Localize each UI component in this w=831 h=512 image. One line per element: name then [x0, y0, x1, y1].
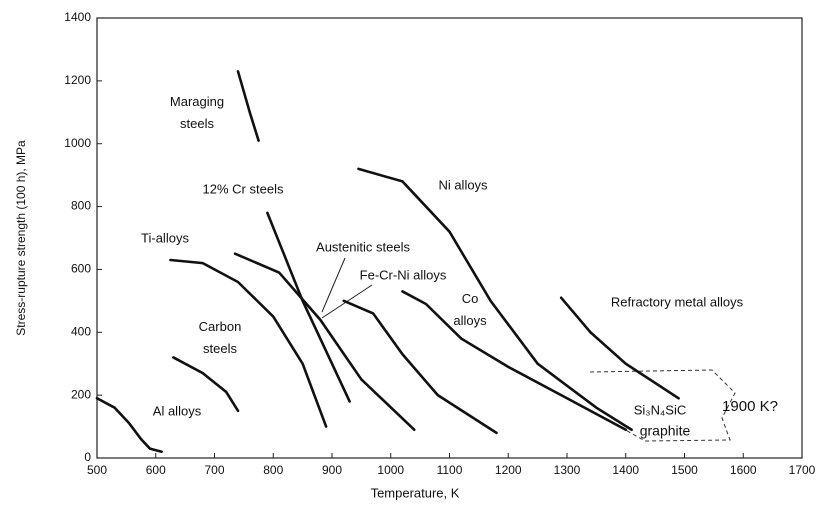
curve-label: Fe-Cr-Ni alloys [360, 267, 447, 282]
curve-label-line: steels [203, 341, 237, 356]
y-tick-label: 600 [71, 262, 91, 276]
curve-label: Maraging steels [170, 94, 224, 131]
curve [172, 356, 240, 413]
curve-label: Ni alloys [438, 177, 488, 192]
x-tick-label: 800 [263, 463, 283, 477]
curve [233, 252, 416, 432]
x-tick-label: 500 [87, 463, 107, 477]
y-tick-label: 1400 [64, 10, 91, 24]
plot-frame [96, 17, 803, 459]
curve [342, 299, 498, 435]
x-tick-label: 600 [146, 463, 166, 477]
x-tick-label: 900 [322, 463, 342, 477]
curve-label-line: alloys [453, 313, 487, 328]
x-tick-label: 1200 [495, 463, 522, 477]
curve-label: Al alloys [153, 403, 202, 418]
annotation: 1900 K? [722, 398, 778, 415]
curve [559, 296, 680, 400]
curve [95, 396, 163, 454]
x-tick-label: 700 [204, 463, 224, 477]
curve-label: Carbon steels [199, 319, 242, 356]
pointer-line [321, 257, 346, 313]
curve-label-line: steels [180, 116, 214, 131]
curve [266, 211, 351, 403]
x-tick-label: 1400 [612, 463, 639, 477]
y-axis-label: Stress-rupture strength (100 h), MPa [14, 140, 28, 336]
y-tick-label: 800 [71, 199, 91, 213]
x-tick-label: 1100 [437, 463, 463, 477]
x-tick-label: 1500 [671, 463, 698, 477]
x-tick-label: 1700 [789, 463, 816, 477]
curve-label-line: Carbon [199, 319, 242, 334]
curve [357, 167, 633, 432]
curve [236, 70, 260, 142]
x-tick-label: 1000 [377, 463, 404, 477]
annotation: graphite [640, 423, 691, 439]
x-tick-label: 1300 [554, 463, 581, 477]
curve-label: Ti-alloys [141, 230, 189, 245]
annotation: Si₃N₄SiC [634, 402, 687, 417]
y-tick-label: 400 [71, 324, 91, 338]
curve-label-line: Co [462, 291, 479, 306]
x-axis-label: Temperature, K [371, 485, 460, 500]
curve-label: Co alloys [453, 291, 487, 328]
y-tick-label: 1000 [64, 136, 91, 150]
curve-label-line: Maraging [170, 94, 224, 109]
curve-label: Austenitic steels [316, 239, 410, 254]
ceramics-region [589, 369, 736, 442]
x-tick-label: 1600 [730, 463, 757, 477]
curve [169, 258, 328, 428]
y-tick-label: 200 [71, 387, 91, 401]
curve-label: 12% Cr steels [203, 181, 284, 196]
curve-label: Refractory metal alloys [611, 294, 744, 309]
curve [401, 290, 628, 432]
y-tick-label: 0 [84, 450, 91, 464]
y-tick-label: 1200 [64, 73, 91, 87]
